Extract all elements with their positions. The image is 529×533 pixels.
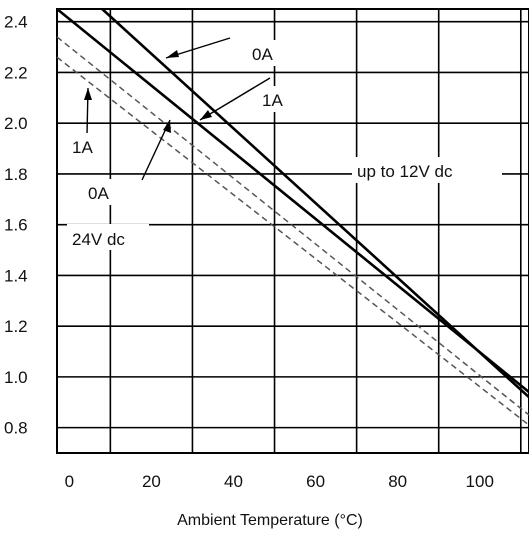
series-lines [56,7,529,426]
series-line [56,7,529,394]
annotation-12v-0a: 0A [252,45,273,64]
y-tick-label: 2.2 [4,63,28,82]
series-line [56,36,529,416]
arrow-head-icon [166,50,179,58]
x-tick-label: 20 [142,472,161,491]
annotation-24v: 24V dc [72,230,125,249]
x-axis-label: Ambient Temperature (°C) [177,512,363,529]
x-tick-labels: 0 20 40 60 80 100 [65,472,494,491]
pointer-line [199,77,271,121]
annotation-24v-1a: 1A [72,138,93,157]
annotation-12v-1a: 1A [262,91,283,110]
arrow-head-icon [163,120,171,133]
y-tick-label: 1.6 [4,216,28,235]
y-tick-label: 1.8 [4,165,28,184]
annotations: 0A 1A up to 12V dc 1A 0A 24V dc [67,37,502,250]
x-tick-label: 0 [65,472,74,491]
annotation-up-to-12v: up to 12V dc [357,162,453,181]
y-tick-label: 1.2 [4,317,28,336]
x-tick-label: 60 [306,472,325,491]
series-line [101,8,529,399]
arrow-head-icon [84,88,92,100]
y-tick-label: 1.0 [4,368,28,387]
y-tick-label: 2.4 [4,13,28,32]
annotation-24v-0a: 0A [88,184,109,203]
x-tick-label: 40 [224,472,243,491]
x-tick-label: 80 [388,472,407,491]
plot-frame [56,8,529,454]
y-tick-label: 2.0 [4,114,28,133]
x-tick-label: 100 [466,472,494,491]
y-tick-label: 0.8 [4,419,28,438]
y-tick-labels: 2.4 2.2 2.0 1.8 1.6 1.4 1.2 1.0 0.8 [4,13,28,438]
arrow-head-icon [200,110,212,120]
y-tick-label: 1.4 [4,266,28,285]
